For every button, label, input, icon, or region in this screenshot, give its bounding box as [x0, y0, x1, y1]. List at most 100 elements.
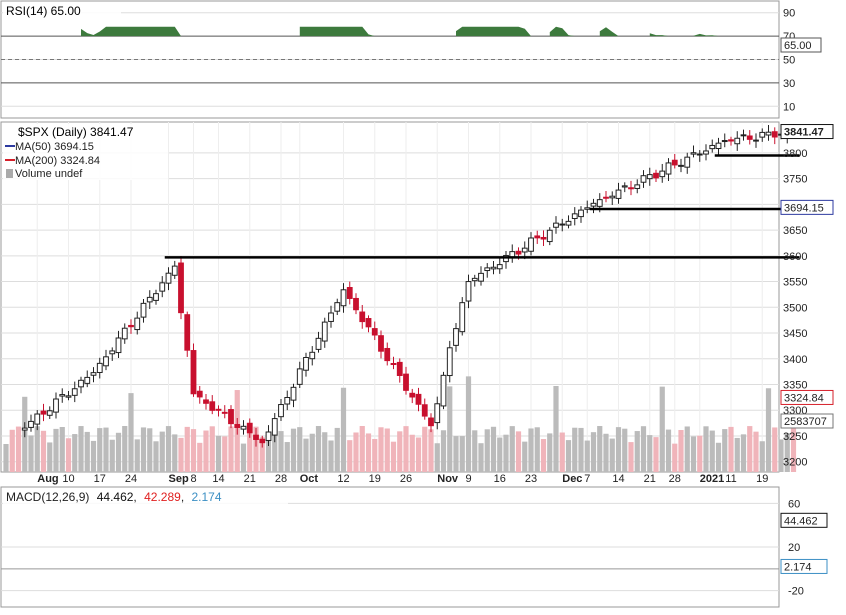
date-axis-label: Oct: [300, 473, 319, 485]
volume-bar: [215, 435, 222, 472]
price-tick-label: 3200: [783, 457, 807, 469]
volume-bar: [278, 431, 284, 472]
candle-body: [571, 213, 578, 220]
date-axis-label: 28: [669, 473, 681, 485]
volume-bar: [390, 441, 397, 472]
volume-bar: [603, 433, 609, 472]
candle-body: [471, 277, 478, 282]
volume-bar: [659, 386, 665, 472]
volume-bar: [353, 432, 359, 472]
date-axis-label: 7: [584, 473, 590, 485]
ma50-tag: [780, 199, 834, 215]
candle-body: [453, 328, 459, 346]
candle-body: [246, 422, 253, 434]
candle-body: [234, 423, 241, 428]
date-axis-label: Nov: [437, 473, 459, 485]
date-axis-label: 26: [400, 473, 412, 485]
volume-bar: [115, 432, 122, 472]
price-legend-ma50: MA(50) 3694.15: [15, 141, 94, 153]
candle-body: [128, 324, 134, 328]
volume-bar: [90, 440, 97, 472]
candle-body: [140, 302, 147, 318]
date-axis-label: 10: [62, 473, 74, 485]
volume-bar: [678, 430, 684, 472]
candle-body: [546, 229, 553, 243]
candle-body: [446, 347, 453, 377]
volume-bar: [365, 433, 372, 472]
candle-body: [415, 393, 422, 405]
rsi-legend: RSI(14) 65.00: [6, 4, 81, 18]
macd-histogram-tag: [780, 558, 828, 574]
candle-body: [171, 265, 178, 276]
candle-body: [459, 302, 466, 333]
volume-bar: [578, 427, 584, 472]
volume-bar: [315, 426, 322, 472]
candle-body: [53, 398, 59, 413]
candle-body: [271, 418, 278, 436]
volume-bar: [790, 426, 797, 472]
volume-bar: [690, 436, 697, 472]
candle-body: [390, 363, 397, 366]
volume-bar: [528, 428, 534, 472]
candle-body: [190, 350, 197, 395]
volume-bar: [15, 426, 22, 472]
candle-body: [721, 140, 728, 143]
candle-body: [640, 175, 647, 183]
price-tick-label: 3450: [783, 328, 807, 340]
volume-bar: [409, 434, 415, 472]
volume-bar: [572, 427, 578, 472]
volume-bar: [109, 439, 115, 472]
candle-body: [409, 392, 416, 398]
volume-bar: [165, 426, 172, 472]
date-axis-label: 12: [337, 473, 349, 485]
volume-bar: [772, 427, 778, 472]
volume-bar: [297, 427, 303, 472]
date-axis-label: 21: [244, 473, 256, 485]
volume-bar: [653, 437, 659, 472]
macd-legend-name: MACD(12,26,9): [6, 490, 89, 504]
rsi-overbought-fill: [81, 26, 719, 37]
rsi-tick-label: 30: [783, 78, 795, 90]
volume-bar: [347, 440, 353, 472]
price-legend-ma200: MA(200) 3324.84: [15, 155, 100, 167]
volume-bar: [403, 426, 409, 472]
date-axis-label: 9: [465, 473, 471, 485]
volume-bar: [184, 426, 190, 472]
candle-body: [221, 411, 228, 414]
volume-bar: [40, 430, 47, 472]
last-price-tag: [780, 124, 834, 140]
candle-body: [765, 131, 772, 136]
macd-tick-label: 60: [788, 498, 800, 510]
volume-bar: [497, 437, 503, 472]
volume-bar: [703, 426, 709, 472]
macd-value-tag-text: 44.462: [784, 515, 818, 527]
volume-bar: [134, 439, 140, 472]
candle-body: [209, 401, 216, 411]
volume-bar: [590, 432, 597, 472]
candle-body: [303, 357, 309, 371]
volume-bar: [265, 435, 272, 472]
price-legend-symbol: $SPX (Daily) 3841.47: [18, 125, 134, 139]
date-axis-label: 8: [190, 473, 196, 485]
date-axis-label: 28: [275, 473, 287, 485]
price-tick-label: 3350: [783, 380, 807, 392]
volume-bar: [322, 432, 328, 472]
candle-body: [265, 431, 272, 441]
volume-bar: [78, 426, 84, 472]
volume-bar: [447, 386, 453, 472]
volume-bar: [209, 426, 215, 472]
volume-bar: [334, 427, 340, 472]
volume-bar: [372, 438, 378, 472]
candle-body: [621, 185, 628, 188]
candle-body: [378, 335, 384, 352]
price-tick-label: 3600: [783, 251, 807, 263]
candle-body: [146, 296, 153, 303]
volume-bar: [197, 442, 203, 472]
candle-body: [521, 247, 528, 253]
volume-bar: [634, 431, 640, 472]
volume-bar: [178, 437, 184, 472]
volume-bar: [303, 438, 309, 472]
candle-body: [134, 317, 141, 331]
candle-body: [534, 235, 541, 239]
candle-body: [103, 356, 109, 367]
